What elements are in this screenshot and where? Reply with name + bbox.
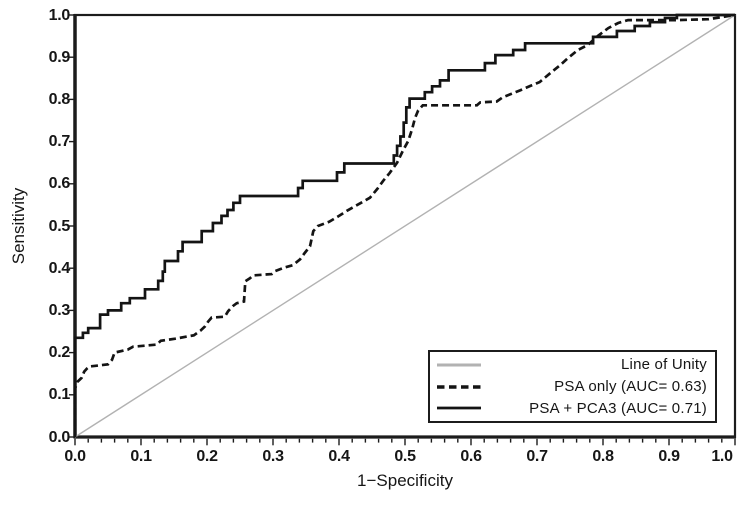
x-tick-label: 0.4 <box>328 448 350 465</box>
x-tick-label: 0.1 <box>130 448 152 465</box>
x-tick-label: 0.7 <box>526 448 548 465</box>
psa-pca3-curve <box>73 13 735 437</box>
y-tick-label: 0.0 <box>48 428 71 446</box>
y-tick-label: 1.0 <box>48 6 71 24</box>
legend-entry-label: PSA only (AUC= 0.63) <box>554 378 707 395</box>
legend-entry-label: Line of Unity <box>621 356 707 374</box>
x-tick-label: 0.2 <box>196 448 218 465</box>
x-tick-label: 0.9 <box>658 448 680 465</box>
x-tick-label: 0.0 <box>64 448 86 465</box>
y-tick-label: 0.4 <box>48 259 71 277</box>
y-tick-label: 0.8 <box>48 90 71 108</box>
legend-line-sample-dashed <box>437 384 481 389</box>
x-axis-title: 1−Specificity <box>357 471 453 490</box>
y-axis-title: Sensitivity <box>9 187 28 265</box>
x-tick-label: 0.6 <box>460 448 482 465</box>
y-tick-label: 0.9 <box>48 48 71 66</box>
y-tick-label: 0.3 <box>48 301 71 319</box>
legend-row: Line of Unity <box>430 354 715 376</box>
y-tick-label: 0.2 <box>48 344 71 362</box>
legend-entry-label: PSA + PCA3 (AUC= 0.71) <box>529 399 707 417</box>
x-tick-label: 0.5 <box>394 448 416 465</box>
legend-row: PSA only (AUC= 0.63) <box>430 376 715 398</box>
y-tick-label: 0.1 <box>48 386 71 404</box>
legend: Line of Unity PSA only (AUC= 0.63) PSA + P… <box>428 350 717 423</box>
legend-line-sample-solid <box>437 406 481 410</box>
legend-row: PSA + PCA3 (AUC= 0.71) <box>430 397 715 419</box>
unity-line <box>74 14 736 438</box>
axis-ticks <box>69 14 736 446</box>
y-tick-label: 0.7 <box>48 133 71 151</box>
x-tick-label: 0.3 <box>262 448 284 465</box>
legend-line-sample-unity <box>437 363 481 367</box>
roc-curves <box>73 13 736 438</box>
x-tick-label: 0.8 <box>592 448 614 465</box>
psa-only-curve <box>73 13 736 437</box>
y-tick-label: 0.6 <box>48 175 71 193</box>
y-tick-label: 0.5 <box>48 217 71 235</box>
x-tick-label: 1.0 <box>711 448 733 465</box>
